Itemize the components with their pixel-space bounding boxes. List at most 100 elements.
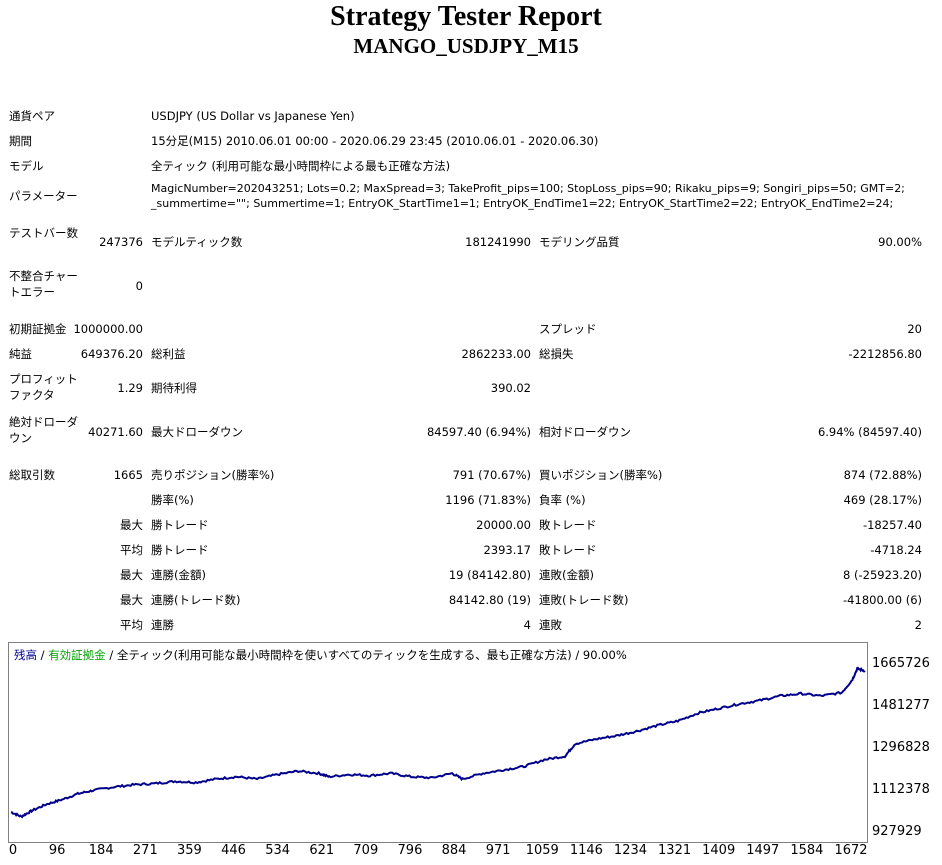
quality-value: 90.00% xyxy=(878,235,922,249)
abs-drawdown-label: 絶対ドローダウン xyxy=(9,415,78,445)
rel-drawdown-value: 6.94% (84597.40) xyxy=(817,425,922,439)
total-trades-value: 1665 xyxy=(113,468,143,482)
x-tick-label: 1584 xyxy=(790,843,824,858)
net-profit-value: 649376.20 xyxy=(80,347,143,361)
short-positions-value: 791 (70.67%) xyxy=(452,468,531,482)
loss-rate-label: 負率 (%) xyxy=(539,493,586,507)
long-positions-value: 874 (72.88%) xyxy=(843,468,922,482)
x-tick-label: 1321 xyxy=(658,843,692,858)
win-rate-value: 1196 (71.83%) xyxy=(445,493,531,507)
x-tick-label: 1409 xyxy=(702,843,736,858)
x-tick-label: 1146 xyxy=(569,843,603,858)
ticks-label: モデルティック数 xyxy=(151,235,243,249)
x-tick-label: 1672 xyxy=(834,843,868,858)
short-positions-label: 売りポジション(勝率%) xyxy=(151,468,275,482)
model-label: モデル xyxy=(9,159,44,173)
legend-equity: 有効証拠金 xyxy=(48,648,106,662)
y-tick-label: 1481277 xyxy=(872,697,930,713)
x-tick-label: 359 xyxy=(176,843,202,858)
consec-win-amount-label: 連勝(金額) xyxy=(151,568,206,582)
avg-consec-loss-value: 2 xyxy=(914,618,922,632)
expected-payoff-label: 期待利得 xyxy=(151,381,197,395)
consec-win-amount-value: 19 (84142.80) xyxy=(448,568,531,582)
avg-label-2: 平均 xyxy=(120,618,143,632)
period-value: 15分足(M15) 2010.06.01 00:00 - 2020.06.29 … xyxy=(151,134,599,148)
params-label: パラメーター xyxy=(9,189,78,203)
consec-loss-count-label: 連敗(トレード数) xyxy=(539,593,629,607)
y-tick-label: 1665726 xyxy=(872,656,930,671)
symbol-label: 通貨ペア xyxy=(9,109,55,123)
avg-consec-win-value: 4 xyxy=(523,618,531,632)
avg-consec-win-label: 連勝 xyxy=(151,618,174,632)
x-tick-label: 971 xyxy=(485,843,511,858)
deposit-value: 1000000.00 xyxy=(73,322,143,336)
max-drawdown-label: 最大ドローダウン xyxy=(151,425,243,439)
x-tick-label: 184 xyxy=(88,843,114,858)
symbol-value: USDJPY (US Dollar vs Japanese Yen) xyxy=(151,109,355,123)
x-tick-label: 1059 xyxy=(525,843,559,858)
avg-consec-loss-label: 連敗 xyxy=(539,618,562,632)
max-loss-value: -18257.40 xyxy=(862,518,922,532)
chart-legend: 残高 / 有効証拠金 / 全ティック(利用可能な最小時間枠を使いすべてのティック… xyxy=(14,647,627,663)
max-label-2: 最大 xyxy=(120,568,143,582)
mismatch-label: 不整合チャートエラー xyxy=(9,269,78,299)
ticks-value: 181241990 xyxy=(465,235,531,249)
max-label-1: 最大 xyxy=(120,518,143,532)
legend-balance: 残高 xyxy=(14,648,37,662)
bars-value: 247376 xyxy=(99,235,143,249)
period-label: 期間 xyxy=(9,134,32,148)
legend-separator: / xyxy=(37,648,49,662)
x-tick-label: 1497 xyxy=(746,843,780,858)
win-rate-label: 勝率(%) xyxy=(151,493,194,507)
max-win-label: 勝トレード xyxy=(151,518,209,532)
spread-value: 20 xyxy=(907,322,922,336)
gross-loss-value: -2212856.80 xyxy=(848,347,922,361)
x-tick-label: 534 xyxy=(265,843,291,858)
quality-label: モデリング品質 xyxy=(539,235,620,249)
avg-loss-label: 敗トレード xyxy=(539,543,597,557)
legend-separator: / xyxy=(105,648,117,662)
consec-loss-amount-value: 8 (-25923.20) xyxy=(843,568,922,582)
loss-rate-value: 469 (28.17%) xyxy=(843,493,922,507)
consec-win-count-label: 連勝(トレード数) xyxy=(151,593,241,607)
long-positions-label: 買いポジション(勝率%) xyxy=(539,468,663,482)
total-trades-label: 総取引数 xyxy=(9,468,55,482)
legend-separator: / xyxy=(571,648,583,662)
avg-label-1: 平均 xyxy=(120,543,143,557)
report-subtitle: MANGO_USDJPY_M15 xyxy=(353,34,579,58)
balance-chart xyxy=(8,642,868,843)
avg-win-label: 勝トレード xyxy=(151,543,209,557)
spread-label: スプレッド xyxy=(539,322,597,336)
x-tick-label: 884 xyxy=(441,843,467,858)
x-tick-label: 1234 xyxy=(613,843,648,858)
y-tick-label: 927929 xyxy=(872,824,922,839)
max-label-3: 最大 xyxy=(120,593,143,607)
rel-drawdown-label: 相対ドローダウン xyxy=(539,425,631,439)
avg-win-value: 2393.17 xyxy=(483,543,531,557)
max-win-value: 20000.00 xyxy=(476,518,531,532)
abs-drawdown-value: 40271.60 xyxy=(88,425,143,439)
x-tick-label: 796 xyxy=(397,843,423,858)
deposit-label: 初期証拠金 xyxy=(9,322,67,336)
x-tick-label: 0 xyxy=(8,843,18,858)
balance-series-line xyxy=(10,666,866,819)
expected-payoff-value: 390.02 xyxy=(490,381,531,395)
bars-label: テストバー数 xyxy=(9,226,78,240)
gross-profit-label: 総利益 xyxy=(151,347,186,361)
net-profit-label: 純益 xyxy=(9,347,32,361)
x-tick-label: 96 xyxy=(48,843,66,858)
consec-win-count-value: 84142.80 (19) xyxy=(448,593,531,607)
consec-loss-amount-label: 連敗(金額) xyxy=(539,568,594,582)
legend-quality: 90.00% xyxy=(582,648,627,662)
avg-loss-value: -4718.24 xyxy=(870,543,922,557)
max-loss-label: 敗トレード xyxy=(539,518,597,532)
balance-chart-svg xyxy=(10,666,866,819)
max-drawdown-value: 84597.40 (6.94%) xyxy=(426,425,531,439)
x-tick-label: 621 xyxy=(309,843,335,858)
y-tick-label: 1112378 xyxy=(872,782,930,797)
gross-profit-value: 2862233.00 xyxy=(461,347,531,361)
legend-model: 全ティック(利用可能な最小時間枠を使いすべてのティックを生成する、最も正確な方法… xyxy=(116,648,572,662)
x-tick-label: 709 xyxy=(353,843,379,858)
params-line-2: _summertime=""; Summertime=1; EntryOK_St… xyxy=(151,197,894,210)
gross-loss-label: 総損失 xyxy=(539,347,574,361)
